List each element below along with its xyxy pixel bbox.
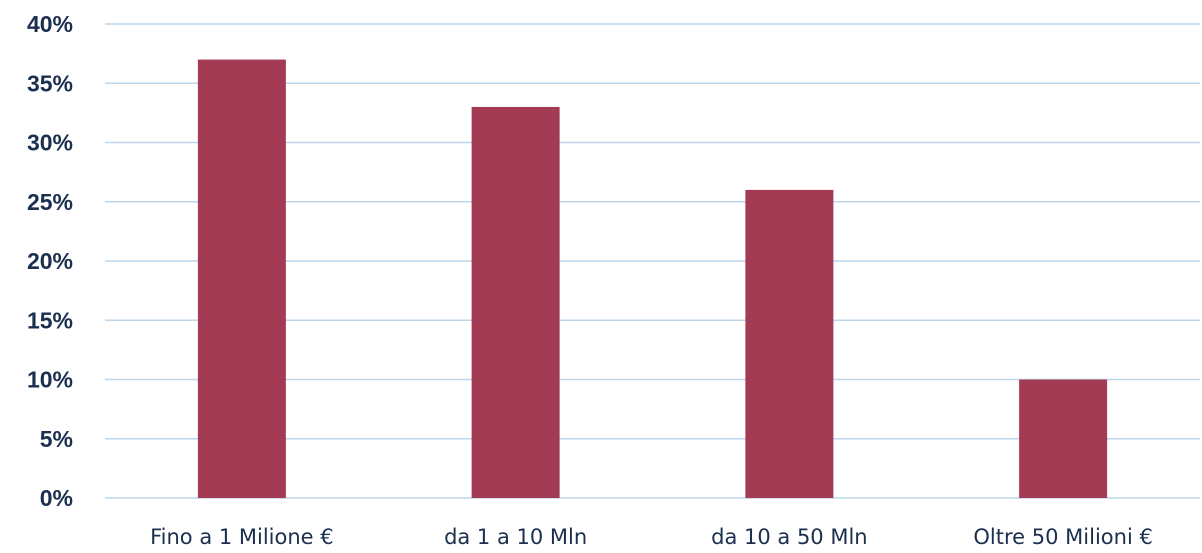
x-tick-label: da 1 a 10 Mln — [444, 525, 587, 549]
y-tick-label: 10% — [27, 367, 73, 393]
bar — [471, 106, 560, 498]
x-axis-ticks: Fino a 1 Milione € da 1 a 10 Mln da 10 a 5… — [150, 525, 1153, 549]
y-tick-label: 30% — [27, 130, 73, 156]
y-axis-ticks: 0% 5% 10% 15% 20% 25% 30% 35% 40% — [27, 11, 73, 511]
y-tick-label: 25% — [27, 189, 73, 215]
gridlines — [105, 23, 1200, 499]
bars — [197, 59, 1108, 499]
y-tick-label: 5% — [40, 426, 73, 452]
y-tick-label: 20% — [27, 248, 73, 274]
x-tick-label: Fino a 1 Milione € — [150, 525, 334, 549]
y-tick-label: 15% — [27, 307, 73, 333]
y-tick-label: 35% — [27, 70, 73, 96]
x-tick-label: da 10 a 50 Mln — [711, 525, 867, 549]
bar — [1019, 379, 1108, 498]
x-tick-label: Oltre 50 Milioni € — [973, 525, 1152, 549]
y-tick-label: 0% — [40, 485, 73, 511]
y-tick-label: 40% — [27, 11, 73, 37]
bar — [745, 189, 834, 498]
bar — [197, 59, 286, 499]
